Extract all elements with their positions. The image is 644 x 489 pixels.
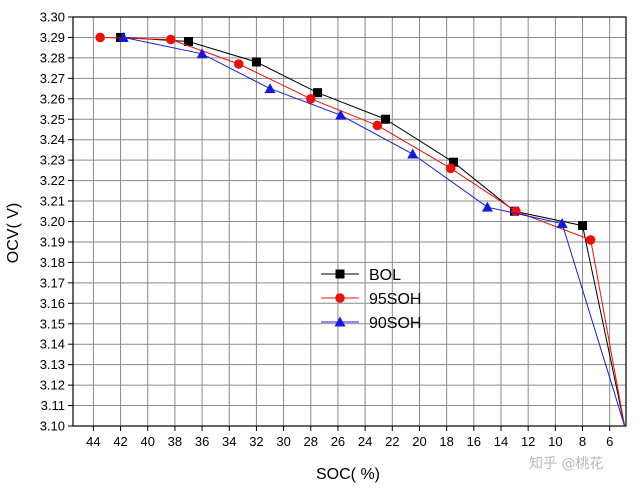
- data-point-95soh: [445, 163, 456, 174]
- legend-label-90soh: 90SOH: [369, 315, 421, 332]
- y-axis-ticks: 3.10 3.11 3.12 3.13 3.14 3.15 3.16 3.17 3.18 3.19…: [40, 10, 73, 434]
- legend-marker-90soh: [334, 316, 346, 327]
- data-point-95soh: [305, 94, 316, 104]
- data-point-90soh: [196, 48, 208, 59]
- legend-marker-bol: [335, 269, 345, 279]
- y-tick-label: 3.15: [40, 316, 65, 331]
- y-tick-label: 3.13: [40, 357, 65, 372]
- x-tick-label: 10: [548, 434, 562, 449]
- y-axis-label: OCV( V): [5, 203, 22, 263]
- legend-label-bol: BOL: [369, 267, 401, 284]
- x-tick-label: 32: [249, 434, 263, 449]
- data-point-90soh: [556, 218, 568, 229]
- data-point-bol: [448, 157, 458, 167]
- x-tick-label: 36: [195, 434, 209, 449]
- y-tick-label: 3.14: [40, 337, 65, 352]
- x-tick-label: 24: [358, 434, 372, 449]
- series-line-95soh: [100, 36, 626, 427]
- data-point-bol: [251, 57, 261, 67]
- x-tick-label: 28: [304, 434, 318, 449]
- data-point-95soh: [585, 235, 596, 245]
- y-tick-label: 3.11: [41, 398, 65, 413]
- x-axis-label: SOC( %): [316, 466, 380, 483]
- data-point-90soh: [481, 201, 493, 212]
- data-point-bol: [313, 88, 323, 98]
- y-tick-label: 3.16: [40, 296, 65, 311]
- data-point-95soh: [95, 32, 105, 43]
- y-tick-label: 3.24: [40, 132, 65, 147]
- data-point-95soh: [166, 34, 176, 45]
- data-point-90soh: [407, 148, 419, 159]
- x-tick-label: 30: [276, 434, 290, 449]
- data-point-95soh: [233, 59, 244, 69]
- data-point-95soh: [372, 120, 383, 131]
- y-tick-label: 3.27: [40, 71, 65, 86]
- legend-marker-95soh: [335, 293, 345, 303]
- y-tick-label: 3.30: [40, 10, 65, 25]
- x-tick-label: 16: [467, 434, 481, 449]
- y-tick-label: 3.25: [40, 112, 65, 127]
- y-tick-label: 3.17: [40, 275, 65, 290]
- grid-lines: [73, 16, 626, 427]
- y-tick-label: 3.26: [40, 91, 65, 106]
- x-tick-label: 20: [412, 434, 426, 449]
- x-tick-label: 18: [439, 434, 453, 449]
- y-tick-label: 3.18: [40, 255, 65, 270]
- series-line-bol: [120, 36, 626, 427]
- x-axis-ticks: 44 42 40 38 36 34 32 30 28 26 24 22 20 18 16 14 12 10 8 6: [86, 426, 613, 449]
- series-95soh: [95, 32, 626, 427]
- y-tick-label: 3.22: [40, 173, 65, 188]
- data-point-90soh: [335, 109, 347, 120]
- x-tick-label: 22: [385, 434, 399, 449]
- x-tick-label: 12: [521, 434, 535, 449]
- y-tick-label: 3.20: [40, 214, 65, 229]
- y-tick-label: 3.28: [40, 50, 65, 65]
- x-tick-label: 40: [140, 434, 154, 449]
- legend: BOL 95SOH 90SOH: [321, 267, 421, 332]
- legend-label-95soh: 95SOH: [369, 291, 421, 308]
- y-tick-label: 3.23: [40, 153, 65, 168]
- data-point-bol: [381, 114, 391, 124]
- y-tick-label: 3.21: [40, 194, 65, 209]
- data-series: [95, 31, 626, 427]
- series-bol: [116, 32, 626, 427]
- x-tick-label: 42: [113, 434, 127, 449]
- legend-item-95soh: 95SOH: [321, 291, 421, 308]
- y-tick-label: 3.12: [40, 378, 65, 393]
- data-point-90soh: [117, 31, 129, 42]
- series-line-90soh: [123, 36, 626, 427]
- watermark: 知乎 @桃花: [529, 455, 603, 472]
- x-tick-label: 8: [579, 434, 586, 449]
- x-tick-label: 38: [168, 434, 182, 449]
- x-tick-label: 6: [606, 434, 613, 449]
- x-tick-label: 44: [86, 434, 100, 449]
- data-point-bol: [578, 221, 588, 231]
- x-tick-label: 14: [494, 434, 508, 449]
- data-point-90soh: [264, 83, 276, 94]
- legend-item-90soh: 90SOH: [321, 315, 421, 332]
- x-tick-label: 26: [331, 434, 345, 449]
- y-tick-label: 3.10: [40, 419, 65, 434]
- y-tick-label: 3.29: [40, 30, 65, 45]
- series-90soh: [117, 31, 626, 427]
- y-tick-label: 3.19: [40, 234, 65, 249]
- legend-item-bol: BOL: [321, 267, 401, 284]
- data-point-bol: [183, 37, 193, 47]
- x-tick-label: 34: [222, 434, 236, 449]
